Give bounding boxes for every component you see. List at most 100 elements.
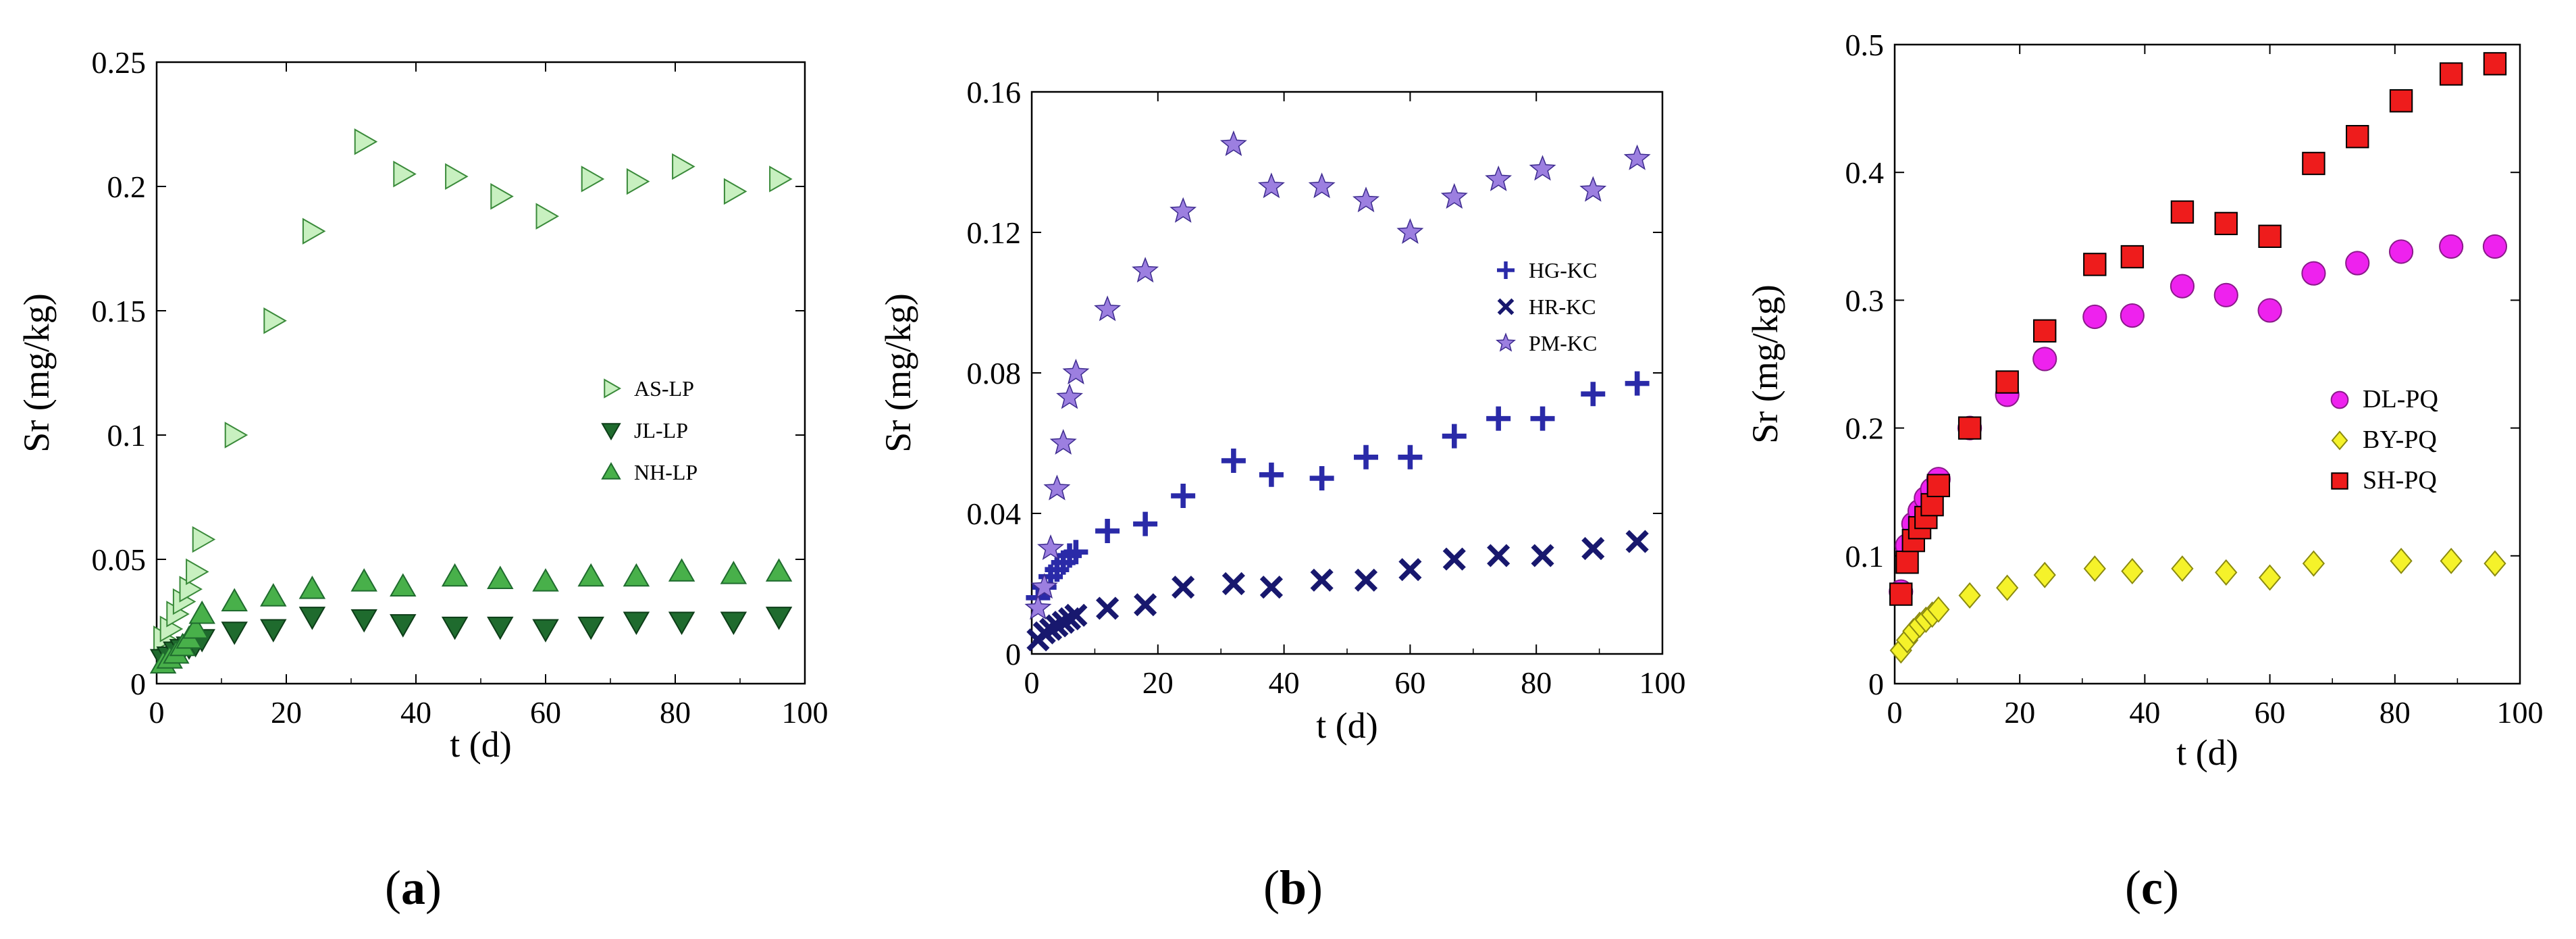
legend-marker-hg-kc xyxy=(1497,261,1515,279)
data-point-dl-pq xyxy=(2439,234,2464,259)
data-point-hg-kc xyxy=(1530,406,1555,431)
x-tick-label: 100 xyxy=(1639,665,1686,700)
data-point-sh-pq xyxy=(2083,253,2107,276)
y-tick-label: 0.3 xyxy=(1845,283,1885,318)
data-point-as-lp xyxy=(186,558,209,586)
plot-frame xyxy=(1893,43,2521,685)
data-point-dl-pq xyxy=(2482,234,2508,259)
data-point-nh-lp xyxy=(221,588,248,612)
panel-caption: (b) xyxy=(1263,861,1323,915)
data-point-sh-pq xyxy=(1995,370,2019,394)
data-point-dl-pq xyxy=(2345,251,2370,276)
y-axis-title: Sr (mg/kg) xyxy=(878,293,918,453)
x-tick-label: 100 xyxy=(2497,695,2544,730)
data-point-by-pq xyxy=(2121,557,2144,585)
data-point-hr-kc xyxy=(1442,547,1466,571)
x-tick-label: 40 xyxy=(2129,695,2160,730)
data-point-pm-kc xyxy=(1037,534,1064,560)
y-tick-label: 0.12 xyxy=(967,215,1022,250)
data-point-hr-kc xyxy=(1172,576,1195,599)
legend-marker-nh-lp xyxy=(601,461,621,480)
data-point-nh-lp xyxy=(390,573,417,597)
series-as-lp xyxy=(153,128,793,653)
legend-label-by-pq: BY-PQ xyxy=(2363,426,2437,454)
data-point-hr-kc xyxy=(1531,544,1554,567)
data-point-hr-kc xyxy=(1581,536,1605,561)
data-point-dl-pq xyxy=(2301,261,2326,286)
data-point-nh-lp xyxy=(668,558,695,582)
series-hr-kc xyxy=(1026,530,1649,652)
data-point-hg-kc xyxy=(1625,371,1650,396)
data-point-by-pq xyxy=(2215,559,2238,586)
y-tick-label: 0.5 xyxy=(1845,28,1885,62)
data-point-by-pq xyxy=(2033,561,2056,588)
y-tick-label: 0 xyxy=(1868,667,1884,701)
y-tick-label: 0.2 xyxy=(1845,411,1885,446)
series-hg-kc xyxy=(1026,371,1650,610)
y-tick-label: 0.1 xyxy=(1845,539,1885,574)
legend-marker-as-lp xyxy=(604,378,622,399)
y-tick-label: 0.04 xyxy=(967,497,1022,531)
legend-marker-sh-pq xyxy=(2331,472,2348,490)
data-point-jl-lp xyxy=(260,619,287,643)
data-point-pm-kc xyxy=(1043,474,1071,501)
data-point-jl-lp xyxy=(623,611,650,636)
data-point-nh-lp xyxy=(623,563,650,587)
data-point-jl-lp xyxy=(390,614,417,638)
data-point-hg-kc xyxy=(1309,466,1334,490)
data-point-as-lp xyxy=(224,422,248,449)
data-point-jl-lp xyxy=(765,607,793,630)
data-point-jl-lp xyxy=(298,607,326,630)
series-pm-kc xyxy=(1024,130,1651,620)
data-point-jl-lp xyxy=(532,619,559,643)
plot-frame xyxy=(155,61,806,685)
legend-label-nh-lp: NH-LP xyxy=(634,460,698,484)
x-axis-title: t (d) xyxy=(1316,705,1377,746)
series-dl-pq xyxy=(1889,234,2508,604)
data-point-pm-kc xyxy=(1062,359,1090,384)
y-tick-label: 0.4 xyxy=(1845,155,1885,190)
y-tick-label: 0 xyxy=(1005,637,1021,671)
data-point-by-pq xyxy=(2171,555,2194,582)
data-point-as-lp xyxy=(445,163,469,191)
x-tick-label: 0 xyxy=(1024,665,1040,700)
data-point-sh-pq xyxy=(1889,582,1913,606)
data-point-nh-lp xyxy=(260,583,287,607)
data-point-hg-kc xyxy=(1221,449,1246,473)
data-point-hg-kc xyxy=(1398,445,1423,469)
data-point-hr-kc xyxy=(1096,597,1120,620)
series-jl-lp xyxy=(149,607,793,673)
data-point-by-pq xyxy=(1927,596,1950,623)
data-point-pm-kc xyxy=(1485,166,1513,191)
data-point-by-pq xyxy=(2440,547,2463,574)
y-axis-title: Sr (mg/kg) xyxy=(16,293,57,453)
legend-label-dl-pq: DL-PQ xyxy=(2363,385,2438,413)
panel-c: 0 20 40 60 80 100 0 0.1 0.2 0.3 0.4 0.5 t (d) Sr (mg/… xyxy=(1745,28,2544,915)
data-point-sh-pq xyxy=(2302,151,2325,176)
data-point-nh-lp xyxy=(182,615,209,639)
data-point-jl-lp xyxy=(720,611,747,636)
legend-marker-jl-lp xyxy=(601,423,621,441)
data-point-hr-kc xyxy=(1625,530,1649,553)
data-point-pm-kc xyxy=(1056,383,1083,409)
data-point-sh-pq xyxy=(2120,245,2145,269)
y-axis-title: Sr (mg/kg) xyxy=(1745,284,1785,444)
data-point-sh-pq xyxy=(2214,211,2238,236)
data-point-pm-kc xyxy=(1257,172,1285,199)
data-point-hg-kc xyxy=(1442,424,1467,449)
y-tick-label: 0.25 xyxy=(92,45,147,80)
data-point-pm-kc xyxy=(1529,155,1556,181)
data-point-as-lp xyxy=(723,178,747,205)
data-point-hg-kc xyxy=(1486,406,1511,431)
data-point-hg-kc xyxy=(1063,540,1088,565)
x-tick-label: 20 xyxy=(1142,665,1174,700)
data-point-sh-pq xyxy=(2389,89,2413,113)
data-point-sh-pq xyxy=(2483,52,2507,76)
data-point-dl-pq xyxy=(2257,298,2282,323)
data-point-nh-lp xyxy=(441,563,469,587)
data-point-as-lp xyxy=(354,128,378,155)
data-point-nh-lp xyxy=(765,558,793,582)
data-point-as-lp xyxy=(393,160,417,188)
data-point-dl-pq xyxy=(2388,239,2414,264)
data-point-jl-lp xyxy=(577,616,604,640)
